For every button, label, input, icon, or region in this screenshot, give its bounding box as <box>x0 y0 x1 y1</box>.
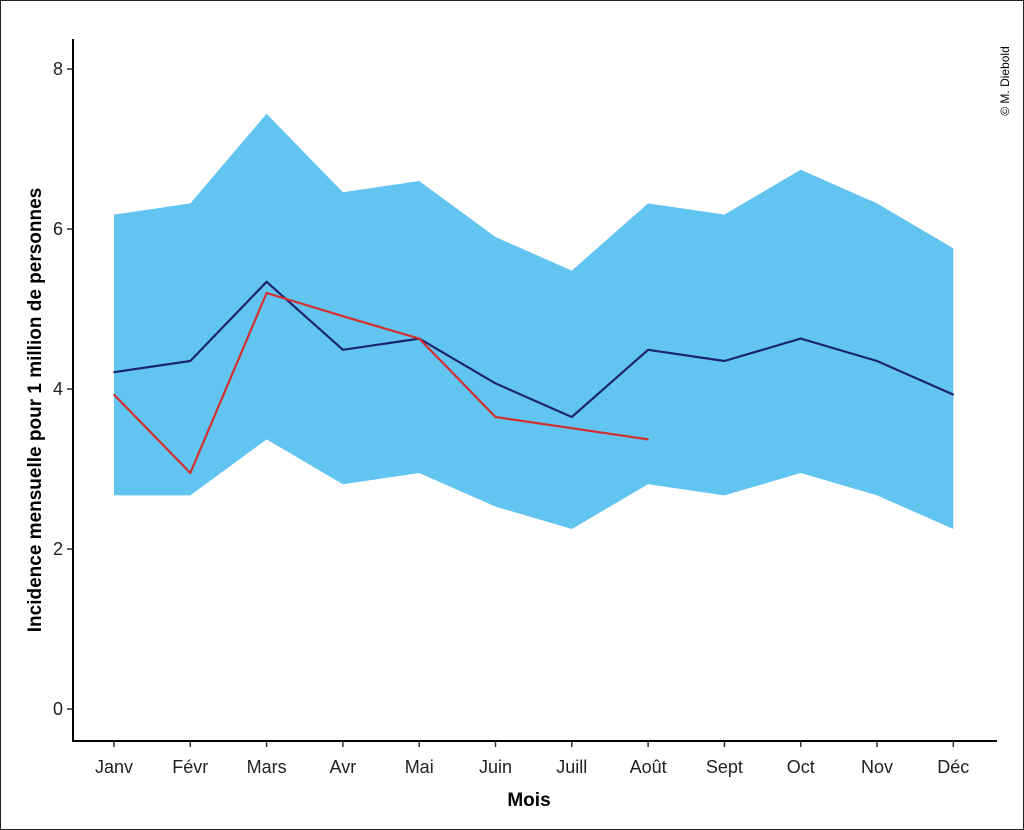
y-ticks: 0 2 4 6 8 <box>53 59 73 719</box>
y-tick-label: 2 <box>53 539 63 559</box>
series-1-point <box>876 360 878 362</box>
series-2-point <box>113 393 115 396</box>
series-1-point <box>647 349 649 351</box>
credit-text: © M. Diebold <box>998 46 1012 116</box>
series-2-point <box>342 315 344 318</box>
series-2-point <box>494 416 497 418</box>
x-tick-label: Juin <box>479 757 512 777</box>
x-tick-label: Janv <box>95 757 133 777</box>
series-1-point <box>113 371 115 374</box>
series-line-1 <box>113 280 954 419</box>
y-axis-title: Incidence mensuelle pour 1 million de pe… <box>25 188 46 633</box>
x-tick-label: Août <box>630 757 667 777</box>
x-tick-label: Févr <box>172 757 208 777</box>
x-tick-label: Nov <box>861 757 893 777</box>
x-tick-label: Avr <box>330 757 357 777</box>
y-tick-label: 0 <box>53 699 63 719</box>
series-line-2 <box>113 291 649 475</box>
x-axis-title: Mois <box>507 790 550 811</box>
series-1-point <box>952 393 955 396</box>
series-1-point <box>342 349 344 351</box>
axes-layer <box>72 39 997 742</box>
series-2-point <box>189 472 192 474</box>
x-tick-label: Déc <box>937 757 969 777</box>
y-tick-label: 8 <box>53 59 63 79</box>
series-1-point <box>723 360 726 362</box>
x-tick-label: Mai <box>405 757 434 777</box>
y-tick-label: 6 <box>53 219 63 239</box>
x-tick-label: Juill <box>556 757 587 777</box>
series-2-point <box>647 438 649 441</box>
x-tick-label: Mars <box>247 757 287 777</box>
series-1-point <box>494 382 497 385</box>
band-layer <box>114 113 954 530</box>
x-ticks: Janv Févr Mars Avr Mai Juin Juill Août Sept Oct No… <box>95 741 969 777</box>
series-1-point <box>265 281 268 283</box>
series-1-point <box>799 337 802 340</box>
series-1-point <box>571 416 573 418</box>
y-tick-label: 4 <box>53 379 63 399</box>
series-1-point <box>189 360 192 362</box>
series-2-point <box>265 292 268 294</box>
x-tick-label: Oct <box>787 757 815 777</box>
x-tick-label: Sept <box>706 757 743 777</box>
confidence-band <box>114 113 954 530</box>
series-layer <box>113 280 955 475</box>
series-2-point <box>418 337 421 340</box>
series-2-point <box>571 427 573 430</box>
